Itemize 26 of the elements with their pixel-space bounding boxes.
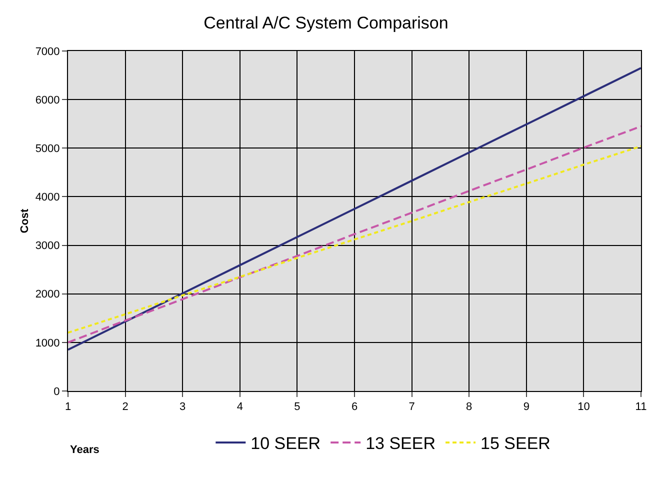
line-series [68, 67, 641, 351]
y-tick-label: 6000 [35, 94, 60, 106]
y-tick-label: 1000 [35, 337, 60, 350]
x-tick-label: 5 [294, 401, 300, 414]
x-tick-label: 8 [466, 401, 472, 414]
y-tick-label: 2000 [35, 288, 60, 301]
legend-label: 15 SEER [480, 434, 550, 454]
y-tick-label: 0 [54, 386, 60, 398]
x-tick-label: 2 [122, 401, 128, 414]
x-tick-label: 6 [351, 401, 358, 414]
x-tick-label: 1 [64, 401, 72, 414]
x-tick-label: 7 [408, 401, 415, 414]
y-tick-label: 4000 [35, 192, 60, 204]
y-tick-label: 7000 [35, 46, 60, 58]
x-tick-label: 10 [578, 401, 590, 414]
legend-label: 13 SEER [366, 434, 436, 454]
chart-title: Central A/C System Comparison [204, 14, 448, 33]
y-tick-label: 5000 [35, 142, 60, 155]
x-tick-label: 11 [635, 401, 647, 414]
legend-label: 10 SEER [250, 434, 321, 454]
y-axis-title: Cost [18, 208, 31, 234]
x-tick-label: 3 [180, 401, 186, 414]
x-tick-label: 9 [523, 401, 530, 414]
x-axis-title: Years [70, 444, 100, 456]
y-tick-label: 3000 [35, 240, 60, 252]
x-tick-label: 4 [236, 401, 243, 414]
